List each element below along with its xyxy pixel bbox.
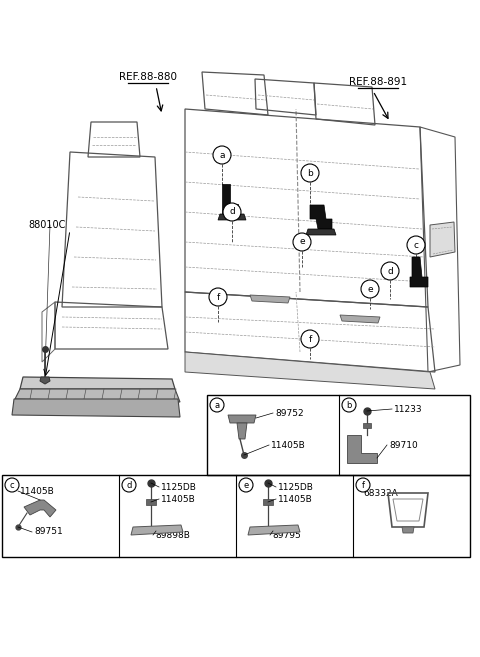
Text: b: b [346, 401, 352, 409]
Text: b: b [307, 168, 313, 177]
Text: d: d [229, 208, 235, 217]
Text: 89898B: 89898B [155, 530, 190, 539]
Text: 11405B: 11405B [20, 486, 55, 495]
Circle shape [381, 262, 399, 280]
Text: c: c [10, 480, 14, 489]
Polygon shape [15, 389, 180, 402]
Circle shape [213, 146, 231, 164]
Polygon shape [310, 205, 332, 229]
Text: 89752: 89752 [275, 409, 304, 417]
Bar [2, 475, 470, 557]
Circle shape [407, 236, 425, 254]
Polygon shape [20, 377, 175, 389]
Text: 88010C: 88010C [28, 220, 65, 230]
Polygon shape [24, 500, 56, 517]
Text: 11233: 11233 [394, 405, 422, 413]
Text: 11405B: 11405B [278, 495, 313, 503]
Polygon shape [146, 499, 156, 505]
Text: f: f [216, 292, 220, 302]
Polygon shape [248, 525, 300, 535]
Polygon shape [340, 315, 380, 323]
Polygon shape [347, 435, 377, 463]
Text: d: d [126, 480, 132, 489]
Circle shape [361, 280, 379, 298]
Text: 1125DB: 1125DB [278, 482, 314, 491]
Polygon shape [222, 184, 238, 214]
Text: REF.88-891: REF.88-891 [349, 77, 407, 87]
Polygon shape [402, 527, 414, 533]
Polygon shape [40, 377, 50, 384]
Polygon shape [410, 257, 428, 287]
Text: e: e [299, 237, 305, 246]
Circle shape [293, 233, 311, 251]
Text: d: d [387, 267, 393, 275]
Text: 89751: 89751 [34, 528, 63, 537]
Polygon shape [363, 423, 371, 428]
Text: e: e [367, 284, 373, 294]
Polygon shape [185, 352, 435, 389]
Polygon shape [250, 295, 290, 303]
Text: f: f [308, 334, 312, 344]
Circle shape [210, 398, 224, 412]
Text: 89710: 89710 [389, 440, 418, 449]
Polygon shape [263, 499, 273, 505]
Text: 68332A: 68332A [363, 489, 398, 497]
Polygon shape [131, 525, 183, 535]
Circle shape [122, 478, 136, 492]
Text: 11405B: 11405B [271, 440, 306, 449]
Circle shape [301, 164, 319, 182]
Circle shape [223, 203, 241, 221]
Circle shape [239, 478, 253, 492]
Text: 11405B: 11405B [161, 495, 196, 503]
Polygon shape [237, 423, 247, 439]
Polygon shape [228, 415, 256, 423]
Text: 89795: 89795 [272, 530, 301, 539]
Polygon shape [430, 222, 455, 257]
Circle shape [342, 398, 356, 412]
Bar [207, 395, 470, 475]
Circle shape [301, 330, 319, 348]
Polygon shape [218, 214, 246, 220]
Text: e: e [243, 480, 249, 489]
Text: f: f [361, 480, 364, 489]
Circle shape [209, 288, 227, 306]
Text: a: a [215, 401, 219, 409]
Polygon shape [306, 229, 336, 235]
Text: REF.88-880: REF.88-880 [119, 72, 177, 82]
Polygon shape [12, 399, 180, 417]
Circle shape [5, 478, 19, 492]
Circle shape [356, 478, 370, 492]
Text: a: a [219, 150, 225, 160]
Text: 1125DB: 1125DB [161, 482, 197, 491]
Text: c: c [413, 240, 419, 250]
